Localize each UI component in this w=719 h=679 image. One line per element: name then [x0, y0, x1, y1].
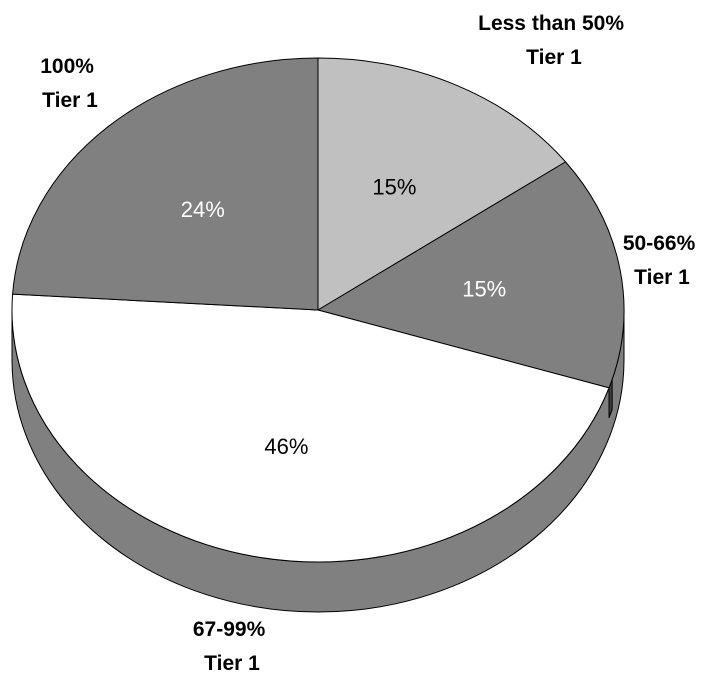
- pie-slice-67-99: [11, 293, 610, 563]
- slice-label-50-66-line2: Tier 1: [634, 266, 690, 289]
- value-label-50-66: 15%: [462, 276, 506, 301]
- slice-label-50-66-line1: 50-66%: [623, 232, 696, 255]
- value-label-less-than-50: 15%: [372, 175, 416, 200]
- slice-label-67-99: 67-99% Tier 1: [193, 618, 271, 675]
- slice-label-100: 100% Tier 1: [40, 55, 100, 112]
- slice-label-less-than-50: Less than 50% Tier 1: [478, 12, 630, 69]
- pie-slices: [11, 57, 625, 563]
- slice-label-67-99-line1: 67-99%: [193, 618, 266, 641]
- slice-label-less-than-50-line1: Less than 50%: [478, 12, 624, 35]
- slice-label-50-66: 50-66% Tier 1: [623, 232, 701, 289]
- pie-side-facet: [608, 379, 613, 419]
- value-label-67-99: 46%: [264, 434, 308, 459]
- slice-label-100-line1: 100%: [40, 55, 94, 78]
- pie-slice-50-66: [317, 161, 625, 389]
- slice-label-less-than-50-line2: Tier 1: [526, 46, 582, 69]
- value-labels: 15% 15% 46% 24%: [181, 175, 506, 460]
- pie-slice-100: [12, 57, 319, 311]
- slice-label-67-99-line2: Tier 1: [204, 652, 260, 675]
- pie-slice-less-than-50: [317, 57, 567, 311]
- value-label-100: 24%: [181, 197, 225, 222]
- slice-label-100-line2: Tier 1: [42, 89, 98, 112]
